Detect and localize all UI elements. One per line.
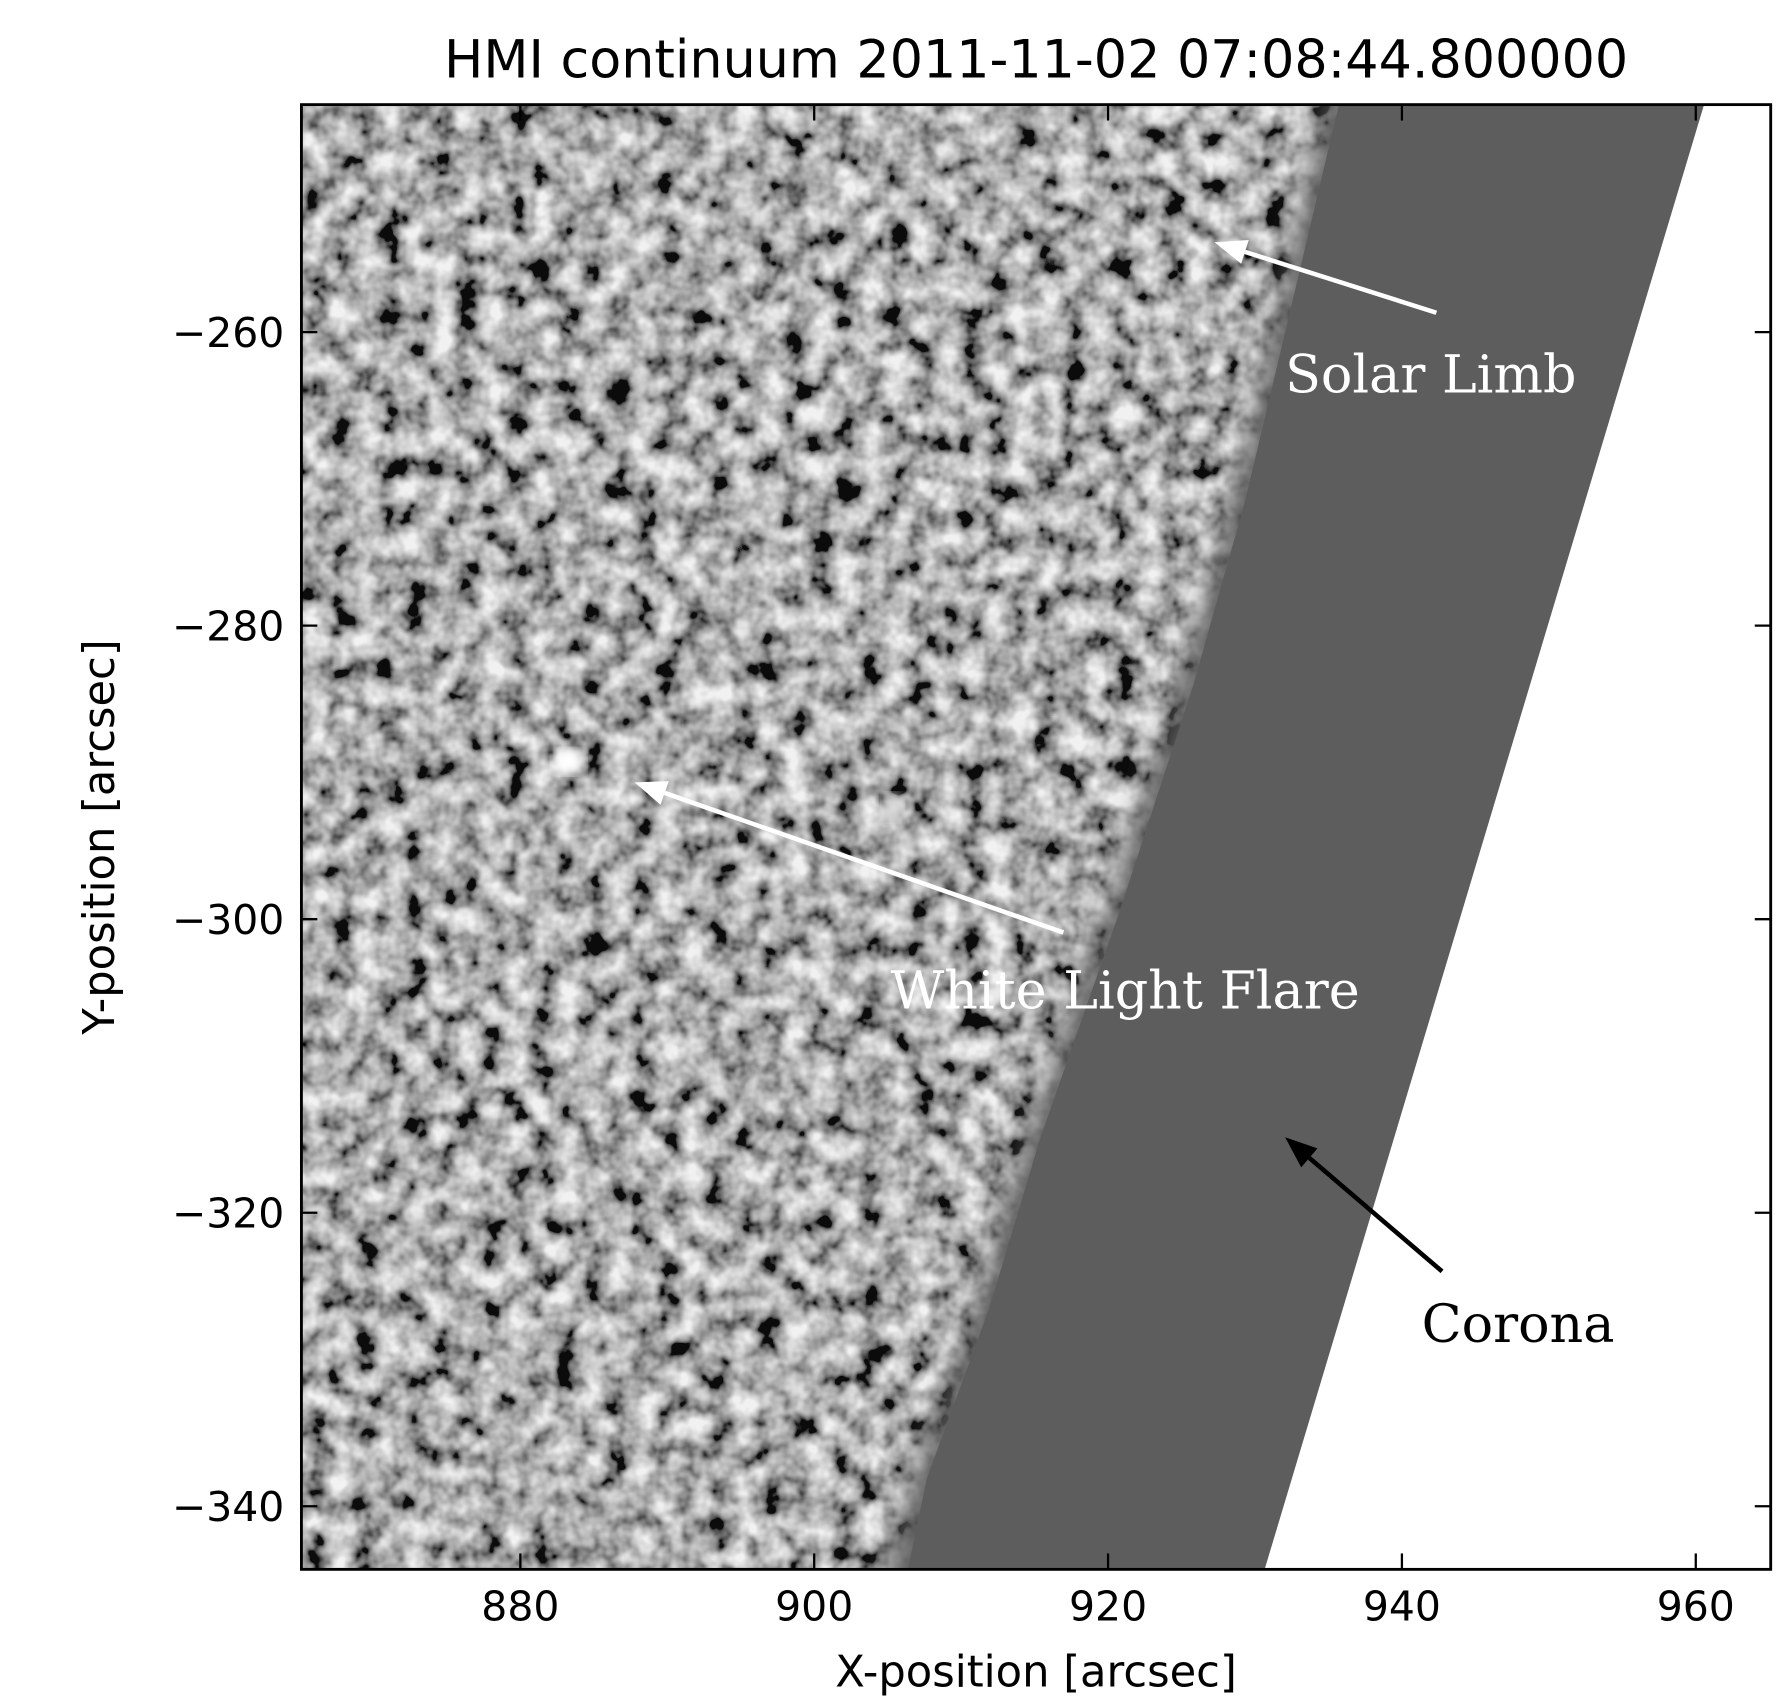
x-tick-label: 920	[1069, 1583, 1147, 1631]
annotation-label: White Light Flare	[891, 961, 1360, 1022]
y-tick-label: −300	[172, 896, 284, 944]
x-tick-label: 940	[1363, 1583, 1441, 1631]
flare-kernel	[552, 749, 585, 775]
annotation-arrowhead	[1285, 1137, 1318, 1168]
x-tick-label: 880	[481, 1583, 559, 1631]
y-tick-label: −280	[172, 602, 284, 650]
y-tick-label: −340	[172, 1483, 284, 1531]
x-tick-label: 960	[1657, 1583, 1735, 1631]
annotation-label: Corona	[1422, 1294, 1615, 1355]
y-tick-label: −260	[172, 309, 284, 357]
chart-title: HMI continuum 2011-11-02 07:08:44.800000	[444, 29, 1628, 90]
annotation-arrowhead	[1214, 239, 1249, 264]
x-axis-label: X-position [arcsec]	[835, 1647, 1237, 1697]
plot-frame	[300, 103, 1773, 1571]
annotation-arrow	[663, 790, 1065, 935]
annotation-arrow	[1244, 249, 1438, 315]
solar-image	[301, 104, 1771, 1570]
annotation-arrow	[1307, 1156, 1444, 1274]
no-data-region	[1264, 104, 1771, 1570]
x-tick-label: 900	[775, 1583, 853, 1631]
annotation-label: Solar Limb	[1285, 344, 1576, 405]
annotation-arrowhead	[634, 781, 669, 805]
y-tick-label: −320	[172, 1189, 284, 1237]
bright-point	[882, 793, 904, 822]
y-axis-label: Y-position [arcsec]	[75, 639, 125, 1035]
